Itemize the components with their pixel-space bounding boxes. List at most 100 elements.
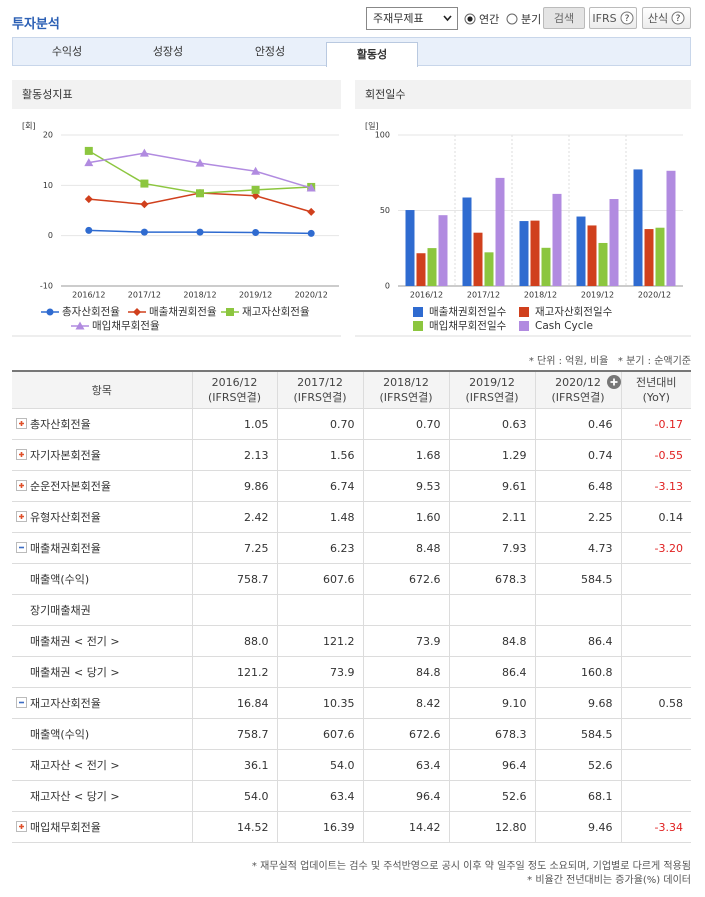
button-label: IFRS [592,12,617,25]
expand-columns[interactable] [606,375,621,389]
value: 54.0 [244,789,269,803]
button[interactable]: IFRS? [589,7,637,29]
value: 758.7 [237,572,269,586]
row-label: 매입채무회전율 [30,821,101,834]
tab[interactable]: 성장성 [152,45,184,58]
row-label: 자기자본회전율 [30,449,101,462]
legend-swatch [413,307,423,317]
value-cell: 678.3 [448,563,536,595]
tab[interactable]: 활동성 [326,42,418,67]
header-text: (IFRS연결) [293,391,347,404]
expand-toggle[interactable] [16,697,27,708]
bar [484,252,494,286]
table-row: 매출액(수익) 758.7 607.6 672.6 678.3 584.5 [12,718,691,750]
bar [495,177,505,286]
value-cell: 84.8 [448,625,536,657]
value: 86.4 [588,634,613,648]
value-cell: 607.6 [276,563,364,595]
expand-toggle[interactable] [16,511,27,522]
marker [84,195,93,204]
bar [644,229,654,286]
expand-toggle[interactable] [16,821,27,832]
value: 63.4 [330,789,355,803]
row-label-cell: 매출채권 < 전기 > [12,625,193,657]
expand-toggle[interactable] [16,542,27,553]
yoy-cell: 0.14 [620,501,691,533]
yoy-cell: -3.34 [620,811,691,843]
value-cell: 52.6 [448,780,536,812]
expand-toggle[interactable] [16,449,27,460]
legend-label: 매출채권회전율 [149,306,217,318]
row-label: 순운전자본회전율 [30,480,111,493]
unit-label: [회] [22,122,36,131]
value-cell: 54.0 [276,749,364,781]
row-label-cell: 매출채권회전율 [12,532,193,564]
row-label: 재고자산 < 전기 > [30,759,120,772]
value: 9.53 [416,479,441,493]
marker [196,189,204,198]
row-label: 재고자산회전율 [30,697,101,710]
value-cell: 96.4 [362,780,450,812]
yoy-cell: -3.20 [620,532,691,564]
value-cell: 0.70 [276,408,364,440]
value-cell: 14.52 [191,811,278,843]
value: 2.11 [502,510,527,524]
table-row: 매출액(수익) 758.7 607.6 672.6 678.3 584.5 [12,563,691,595]
value-cell: 607.6 [276,718,364,750]
button[interactable]: 검색 [543,7,585,29]
bar [609,199,619,286]
radio-label: 분기 [521,13,542,26]
marker [251,185,260,194]
header-cell: 항목 [12,370,193,409]
select-text: 주재무제표 [373,12,424,25]
yoy-value: -3.13 [654,479,683,493]
table-row: 매출채권 < 전기 > 88.0 121.2 73.9 84.8 86.4 [12,625,691,657]
button[interactable]: 산식? [642,7,691,29]
bar [598,242,608,286]
value: 16.39 [323,820,355,834]
marker [226,308,234,316]
value-cell: 16.39 [276,811,364,843]
radio-option[interactable]: 연간 [464,11,499,27]
chevron [443,15,452,22]
value: 607.6 [323,727,355,741]
chart-title: 활동성지표 [22,87,73,101]
header-text: 2018/12 [383,376,429,389]
value-cell: 54.0 [191,780,278,812]
bar [473,232,483,286]
statement-select[interactable]: 주재무제표 [366,7,458,30]
row-label: 매출채권회전율 [30,542,101,555]
expand-toggle[interactable] [16,480,27,491]
expand-toggle[interactable] [16,418,27,429]
radio-ring [506,13,518,25]
value-cell: 6.48 [534,470,622,502]
y-tick-label: 0 [48,231,53,240]
table-row: 자기자본회전율 2.13 1.56 1.68 1.29 0.74 -0.55 [12,439,691,471]
value-cell: 2.11 [448,501,536,533]
value-cell: 96.4 [448,749,536,781]
value-cell: 121.2 [276,625,364,657]
value: 9.10 [502,696,527,710]
button-label: 검색 [553,12,575,25]
bar [427,248,437,286]
marker [84,146,93,155]
toggle-sign [19,483,24,488]
value-cell: 672.6 [362,718,450,750]
value: 7.93 [502,541,527,555]
unit-label: [일] [365,122,379,131]
help-mark: ? [676,14,681,24]
value: 678.3 [495,572,527,586]
radio-option[interactable]: 분기 [506,11,541,27]
yoy-value: 0.14 [658,510,684,524]
button-label: 산식 [647,12,669,25]
x-tick-label: 2020/12 [295,291,328,300]
value-cell: 672.6 [362,563,450,595]
marker [85,226,93,234]
tab[interactable]: 안정성 [254,45,286,58]
toggle-sign [19,824,24,829]
value: 121.2 [323,634,355,648]
marker [133,308,141,316]
tab[interactable]: 수익성 [51,45,83,58]
panel-header [12,80,341,109]
